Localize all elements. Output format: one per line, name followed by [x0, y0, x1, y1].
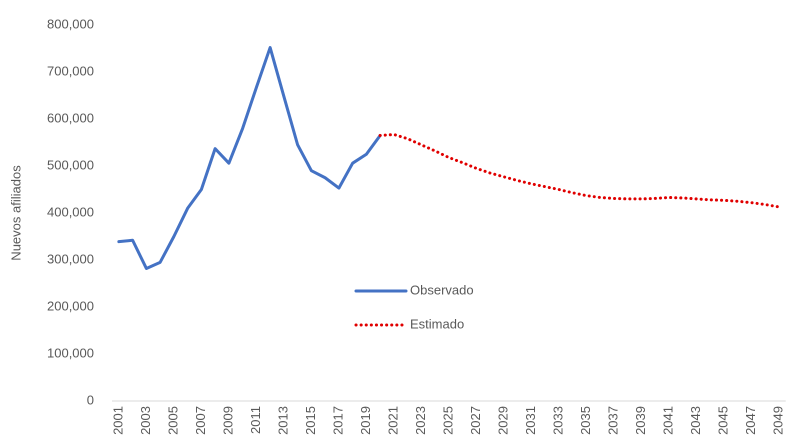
- x-tick-label: 2043: [688, 406, 703, 435]
- x-tick-label: 2017: [330, 406, 345, 435]
- y-tick-label: 500,000: [47, 157, 94, 172]
- x-tick-label: 2045: [715, 406, 730, 435]
- x-tick-label: 2047: [743, 406, 758, 435]
- x-tick-label: 2033: [550, 406, 565, 435]
- series-line: [117, 46, 382, 270]
- y-tick-label: 800,000: [47, 16, 94, 31]
- y-tick-label: 400,000: [47, 204, 94, 219]
- x-tick-label: 2019: [358, 406, 373, 435]
- legend-label: Estimado: [410, 316, 464, 331]
- x-tick-label: 2023: [413, 406, 428, 435]
- series-line: [378, 133, 781, 209]
- x-tick-label: 2049: [770, 406, 785, 435]
- x-tick-label: 2027: [468, 406, 483, 435]
- x-tick-label: 2005: [165, 406, 180, 435]
- legend-label: Observado: [410, 282, 474, 297]
- y-tick-label: 600,000: [47, 110, 94, 125]
- x-tick-label: 2031: [523, 406, 538, 435]
- x-tick-label: 2035: [578, 406, 593, 435]
- y-tick-label: 300,000: [47, 251, 94, 266]
- x-tick-label: 2015: [303, 406, 318, 435]
- y-tick-label: 200,000: [47, 298, 94, 313]
- x-tick-label: 2039: [633, 406, 648, 435]
- x-tick-label: 2003: [138, 406, 153, 435]
- x-tick-label: 2001: [110, 406, 125, 435]
- y-tick-label: 700,000: [47, 63, 94, 78]
- x-tick-label: 2037: [605, 406, 620, 435]
- x-tick-label: 2025: [440, 406, 455, 435]
- x-tick-label: 2041: [660, 406, 675, 435]
- x-tick-label: 2007: [193, 406, 208, 435]
- x-tick-label: 2013: [275, 406, 290, 435]
- y-tick-label: 100,000: [47, 345, 94, 360]
- y-axis-label: Nuevos afiliados: [8, 165, 23, 261]
- x-tick-label: 2021: [385, 406, 400, 435]
- y-tick-label: 0: [87, 392, 94, 407]
- x-tick-label: 2009: [220, 406, 235, 435]
- x-tick-label: 2029: [495, 406, 510, 435]
- x-tick-label: 2011: [248, 406, 263, 434]
